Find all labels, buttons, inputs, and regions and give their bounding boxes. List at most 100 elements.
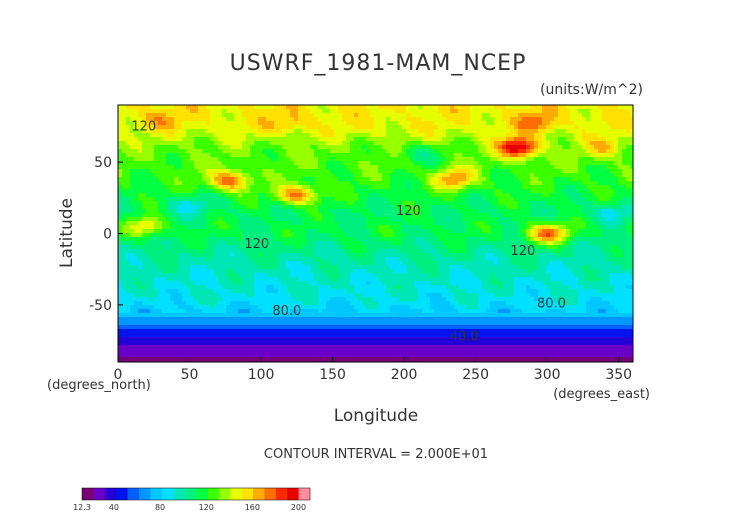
field-cell [270, 349, 275, 354]
field-cell [126, 333, 131, 338]
field-cell [326, 249, 331, 254]
field-cell [410, 261, 415, 266]
field-cell [362, 121, 367, 126]
field-cell [326, 129, 331, 134]
field-cell [266, 133, 271, 138]
field-cell [370, 257, 375, 262]
field-cell [418, 225, 423, 230]
field-cell [174, 225, 179, 230]
field-cell [402, 249, 407, 254]
field-cell [254, 285, 259, 290]
field-cell [414, 117, 419, 122]
field-cell [138, 157, 143, 162]
field-cell [362, 305, 367, 310]
field-cell [318, 321, 323, 326]
field-cell [158, 269, 163, 274]
field-cell [282, 177, 287, 182]
field-cell [322, 137, 327, 142]
field-cell [270, 269, 275, 274]
field-cell [242, 113, 247, 118]
field-cell [234, 277, 239, 282]
field-cell [206, 265, 211, 270]
field-cell [238, 189, 243, 194]
field-cell [398, 201, 403, 206]
field-cell [362, 353, 367, 358]
field-cell [294, 245, 299, 250]
field-cell [302, 337, 307, 342]
field-cell [274, 173, 279, 178]
field-cell [190, 245, 195, 250]
field-cell [170, 145, 175, 150]
field-cell [306, 121, 311, 126]
field-cell [262, 245, 267, 250]
field-cell [142, 337, 147, 342]
field-cell [198, 309, 203, 314]
field-cell [306, 185, 311, 190]
field-cell [270, 357, 275, 362]
field-cell [234, 305, 239, 310]
field-cell [346, 229, 351, 234]
field-cell [346, 349, 351, 354]
field-cell [402, 269, 407, 274]
field-cell [274, 169, 279, 174]
field-cell [354, 153, 359, 158]
field-cell [374, 121, 379, 126]
field-cell [162, 229, 167, 234]
field-cell [414, 329, 419, 334]
field-cell [226, 253, 231, 258]
field-cell [418, 185, 423, 190]
field-cell [206, 169, 211, 174]
field-cell [238, 137, 243, 142]
field-cell [294, 217, 299, 222]
field-cell [166, 245, 171, 250]
field-cell [146, 189, 151, 194]
field-cell [150, 161, 155, 166]
field-cell [146, 181, 151, 186]
field-cell [122, 305, 127, 310]
field-cell [238, 197, 243, 202]
field-cell [358, 317, 363, 322]
field-cell [354, 221, 359, 226]
field-cell [166, 133, 171, 138]
field-cell [314, 341, 319, 346]
field-cell [294, 125, 299, 130]
field-cell [186, 293, 191, 298]
field-cell [366, 261, 371, 266]
field-cell [206, 209, 211, 214]
field-cell [182, 161, 187, 166]
field-cell [258, 277, 263, 282]
field-cell [182, 173, 187, 178]
field-cell [390, 217, 395, 222]
field-cell [150, 165, 155, 170]
field-cell [346, 165, 351, 170]
field-cell [370, 353, 375, 358]
field-cell [138, 193, 143, 198]
field-cell [282, 121, 287, 126]
field-cell [282, 265, 287, 270]
field-cell [394, 201, 399, 206]
field-cell [274, 353, 279, 358]
field-cell [170, 325, 175, 330]
field-cell [390, 309, 395, 314]
field-cell [134, 173, 139, 178]
field-cell [326, 205, 331, 210]
field-cell [398, 289, 403, 294]
field-cell [406, 309, 411, 314]
field-cell [366, 213, 371, 218]
field-cell [370, 297, 375, 302]
field-cell [170, 109, 175, 114]
field-cell [182, 149, 187, 154]
field-cell [262, 261, 267, 266]
field-cell [366, 273, 371, 278]
field-cell [302, 269, 307, 274]
field-cell [210, 169, 215, 174]
field-cell [330, 297, 335, 302]
field-cell [230, 189, 235, 194]
field-cell [254, 225, 259, 230]
field-cell [342, 121, 347, 126]
field-cell [146, 329, 151, 334]
field-cell [234, 153, 239, 158]
field-cell [154, 181, 159, 186]
field-cell [142, 305, 147, 310]
field-cell [154, 277, 159, 282]
